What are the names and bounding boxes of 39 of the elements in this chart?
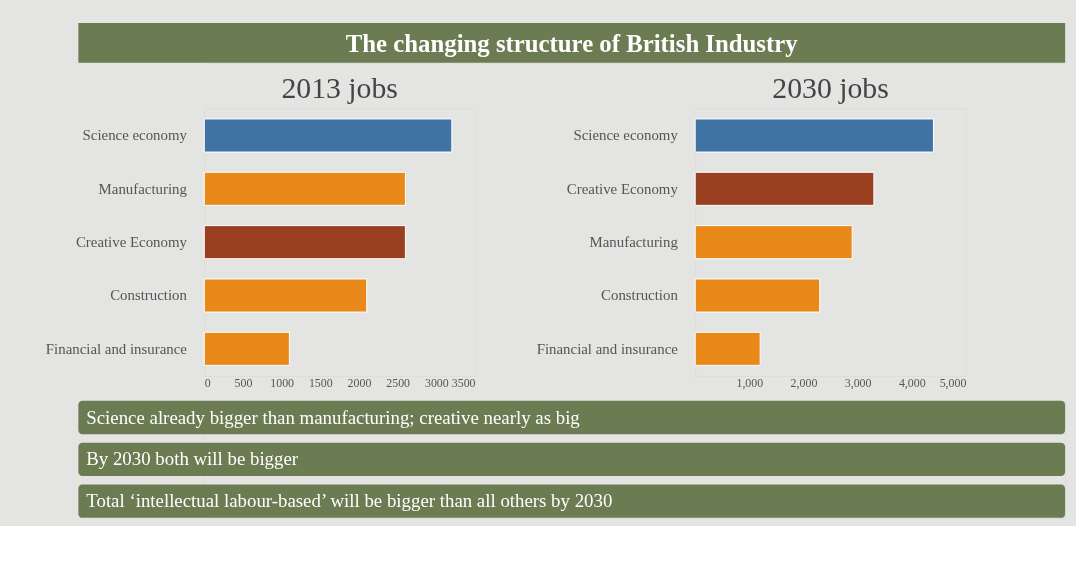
text: Science already bigger than manufacturing; creative nearly as big — [86, 406, 581, 428]
y-tick-label: Construction — [110, 287, 188, 304]
y-tick-label: Manufacturing — [98, 180, 188, 197]
bar — [694, 118, 934, 153]
y-tick-label: Creative Economy — [75, 234, 188, 251]
x-tick-label: 1,000 — [736, 376, 764, 391]
bar — [694, 171, 875, 206]
y-tick-label: Manufacturing — [589, 234, 679, 251]
x-tick-label: 1000 — [270, 376, 295, 391]
y-tick-label: Financial and insurance — [45, 340, 188, 357]
bar — [694, 278, 821, 313]
y-tick-label: Science economy — [573, 127, 679, 144]
y-tick-label: Construction — [601, 287, 679, 304]
x-tick-label: 3000 — [424, 376, 449, 391]
x-tick-label: 1500 — [308, 376, 333, 391]
bar — [203, 225, 406, 260]
x-tick-label: 2000 — [347, 376, 372, 391]
x-tick-label: 3,000 — [844, 376, 872, 391]
chart-title: 2030 jobs — [772, 71, 889, 105]
bar — [203, 331, 290, 366]
bar — [203, 118, 453, 153]
x-tick-label: 4,000 — [898, 376, 926, 391]
bar — [203, 278, 368, 313]
x-tick-label: 2,000 — [790, 376, 818, 391]
y-tick-label: Financial and insurance — [536, 340, 679, 357]
x-tick-label: 3500 — [451, 376, 476, 391]
y-tick-label: Science economy — [82, 127, 188, 144]
bar — [694, 331, 761, 366]
text: By 2030 both will be bigger — [86, 448, 299, 470]
text: The changing structure of British Industry — [345, 29, 799, 57]
bar — [203, 171, 406, 206]
y-tick-label: Creative Economy — [566, 180, 679, 197]
text: Total ‘intellectual labour-based’ will be bigger than all others by 2030 — [86, 490, 613, 512]
x-tick-label: 5,000 — [939, 376, 967, 391]
x-tick-label: 0 — [204, 376, 211, 391]
x-tick-label: 500 — [234, 376, 253, 391]
x-tick-label: 2500 — [386, 376, 411, 391]
chart-title: 2013 jobs — [281, 71, 398, 105]
bar — [694, 225, 853, 260]
